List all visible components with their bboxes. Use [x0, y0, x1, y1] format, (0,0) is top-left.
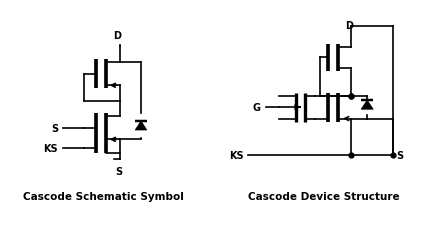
Text: D: D — [345, 21, 353, 31]
Text: S: S — [116, 167, 123, 177]
Text: S: S — [51, 123, 58, 133]
Polygon shape — [135, 121, 147, 130]
Polygon shape — [361, 101, 373, 110]
Text: KS: KS — [229, 150, 244, 160]
Text: Cascode Schematic Symbol: Cascode Schematic Symbol — [23, 191, 184, 201]
Text: Cascode Device Structure: Cascode Device Structure — [248, 191, 400, 201]
Text: D: D — [113, 30, 121, 40]
Text: KS: KS — [44, 143, 58, 153]
Text: S: S — [397, 150, 403, 160]
Text: G: G — [252, 103, 260, 113]
